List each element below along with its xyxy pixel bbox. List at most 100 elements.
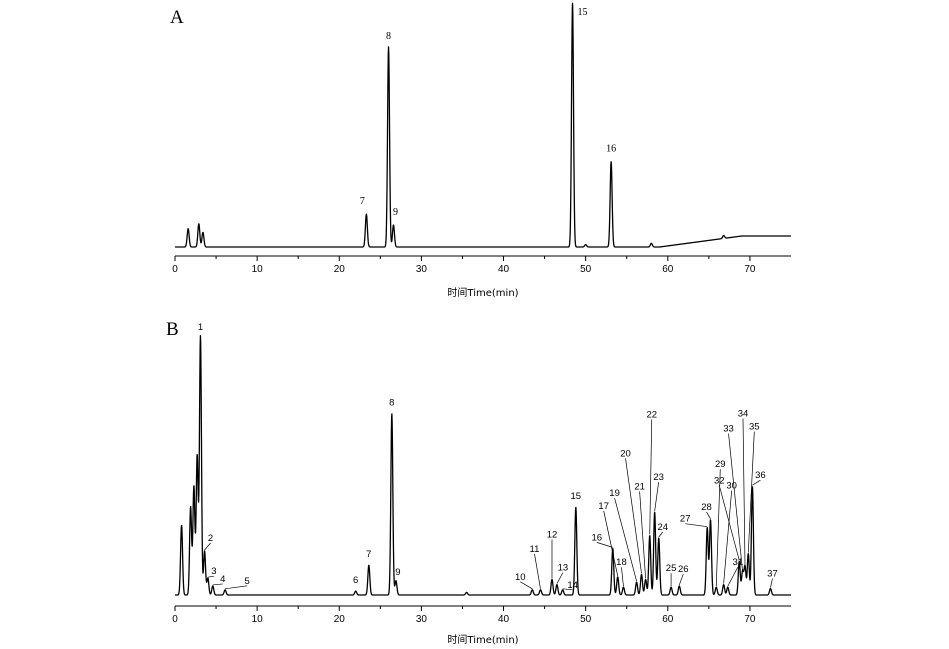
- peak-leader-line: [614, 497, 637, 582]
- peak-label: 7: [360, 196, 365, 207]
- peak-label: 19: [609, 488, 620, 499]
- panel-a-trace: [174, 2, 792, 248]
- panel-a-x-ticks: 0 10 20 30 40 50 60 70: [172, 256, 756, 275]
- peak-leader-line: [649, 419, 653, 535]
- x-tick-label: 70: [744, 264, 756, 275]
- x-tick-label: 30: [416, 264, 428, 275]
- x-tick-label: 20: [334, 264, 346, 275]
- peak-leader-line: [728, 433, 743, 571]
- peak-label: 35: [749, 422, 760, 433]
- peak-leader-line: [639, 491, 646, 579]
- peak-label: 33: [723, 424, 734, 435]
- peak-leader-line: [520, 581, 533, 590]
- peak-label: 4: [220, 574, 225, 585]
- x-tick-label: 40: [498, 614, 510, 625]
- peak-label: 28: [701, 502, 712, 513]
- peak-label: 15: [571, 491, 582, 502]
- peak-label: 16: [606, 144, 616, 155]
- peak-leader-line: [207, 575, 214, 578]
- peak-label: 10: [515, 572, 526, 583]
- x-tick-label: 10: [252, 264, 264, 275]
- panel-a-x-axis-label: 时间Time(min): [447, 286, 518, 299]
- x-tick-label: 50: [580, 614, 592, 625]
- peak-label: 17: [598, 501, 609, 512]
- peak-label: 5: [244, 576, 249, 587]
- x-tick-label: 50: [580, 264, 592, 275]
- peak-leader-line: [603, 510, 619, 576]
- peak-label: 7: [366, 549, 371, 560]
- peak-label: 12: [547, 529, 558, 540]
- peak-leader-line: [747, 431, 755, 553]
- peak-leader-line: [727, 567, 739, 587]
- peak-leader-line: [621, 567, 624, 587]
- peak-leader-line: [770, 578, 773, 588]
- x-tick-label: 30: [416, 614, 428, 625]
- peak-label: 15: [578, 7, 588, 18]
- peak-label: 13: [558, 563, 569, 574]
- peak-label: 36: [755, 470, 766, 481]
- peak-label: 3: [211, 566, 216, 577]
- peak-leader-line: [706, 511, 711, 520]
- peak-label: 22: [646, 409, 657, 420]
- peak-label: 1: [198, 322, 203, 333]
- x-tick-label: 0: [172, 264, 178, 275]
- peak-label: 2: [208, 533, 213, 544]
- peak-label: 20: [620, 448, 631, 459]
- peak-leader-line: [752, 479, 761, 486]
- x-tick-label: 20: [334, 614, 346, 625]
- peak-label: 30: [726, 481, 737, 492]
- x-tick-label: 10: [252, 614, 264, 625]
- peak-label: 9: [393, 207, 398, 218]
- peak-label: 11: [530, 544, 540, 555]
- peak-leader-line: [654, 482, 660, 512]
- panel-b-x-axis-label: 时间Time(min): [447, 633, 518, 646]
- x-tick-label: 60: [662, 264, 674, 275]
- peak-label: 8: [386, 31, 391, 42]
- peak-label: 16: [591, 532, 602, 543]
- peak-label: 32: [714, 475, 725, 486]
- peak-label: 8: [389, 398, 394, 409]
- peak-leader-line: [678, 573, 684, 586]
- peak-leader-line: [718, 485, 740, 561]
- peak-label: 23: [653, 472, 664, 483]
- panel-b-letter: B: [166, 319, 179, 340]
- panel-b-trace: [174, 335, 792, 596]
- peak-leader-line: [556, 572, 564, 584]
- x-tick-label: 60: [662, 614, 674, 625]
- peak-leader-line: [658, 531, 664, 538]
- peak-leader-line: [534, 553, 541, 589]
- peak-leader-line: [625, 458, 642, 574]
- peak-label: 6: [353, 575, 358, 586]
- peak-label: 21: [634, 481, 645, 492]
- peak-label: 37: [767, 569, 778, 580]
- peak-leader-line: [562, 588, 573, 591]
- peak-label: 26: [678, 564, 689, 575]
- panel-a-letter: A: [170, 7, 184, 28]
- peak-leader-line: [715, 469, 721, 587]
- peak-leader-line: [212, 583, 223, 586]
- peak-label: 29: [715, 459, 726, 470]
- peak-label: 25: [666, 563, 677, 574]
- panel-a-peak-labels: 7 8 9 15 16: [360, 7, 616, 218]
- peak-leader-line: [596, 542, 613, 548]
- x-tick-label: 70: [744, 614, 756, 625]
- peak-label: 18: [616, 557, 627, 568]
- panel-b-x-ticks: 0 10 20 30 40 50 60 70: [172, 606, 756, 625]
- peak-leader-line: [685, 523, 708, 528]
- panel-a: A 0 10 20 30 40 50 60 70 7 8 9 15 16 时间Time(min): [170, 2, 792, 299]
- peak-leader-line: [723, 490, 732, 584]
- peak-label: 9: [395, 567, 400, 578]
- peak-leader-line: [742, 418, 746, 566]
- peak-label: 31: [732, 557, 743, 568]
- peak-label: 14: [567, 580, 578, 591]
- x-tick-label: 0: [172, 614, 178, 625]
- peak-label: 27: [680, 514, 691, 525]
- peak-leader-line: [225, 585, 248, 590]
- peak-leader-line: [204, 542, 211, 551]
- peak-label: 24: [657, 522, 668, 533]
- peak-label: 34: [738, 409, 749, 420]
- x-tick-label: 40: [498, 264, 510, 275]
